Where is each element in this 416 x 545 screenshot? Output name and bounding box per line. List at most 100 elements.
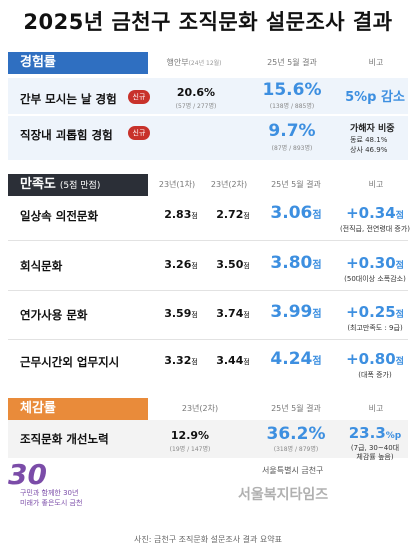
experience-now-value-2: 9.7% — [268, 121, 316, 141]
satisfaction-col-b: 23년(2차) — [210, 180, 248, 189]
perception-note-1: (7급, 30~40대 — [350, 444, 400, 452]
satisfaction-a-value-2: 3.26 — [164, 258, 192, 271]
satisfaction-diff-2: +0.30점 — [338, 254, 412, 272]
satisfaction-diff-1: +0.34점 — [338, 204, 412, 222]
satisfaction-diff-value-4: +0.80 — [346, 350, 396, 368]
perception-diff: 23.3%p — [338, 424, 412, 442]
satisfaction-now-unit-2: 점 — [312, 260, 322, 271]
photo-caption: 사진: 금천구 조직문화 설문조사 결과 요약표 — [134, 535, 282, 544]
satisfaction-diff-value-1: +0.34 — [346, 204, 396, 222]
experience-col-prev: 행안부(24년 12월) — [148, 57, 240, 68]
satisfaction-b-value-2: 3.50 — [216, 258, 244, 271]
satisfaction-tag-label: 만족도 — [20, 177, 56, 192]
satisfaction-now-3: 3.99점 — [256, 302, 336, 322]
perception-diff-value: 23.3 — [348, 424, 386, 442]
perception-col-now: 25년 5월 결과 — [271, 404, 321, 413]
perception-now-value: 36.2% — [266, 424, 326, 444]
satisfaction-now-unit-1: 점 — [312, 210, 322, 221]
experience-col-now: 25년 5월 결과 — [267, 58, 317, 67]
logo-line-1: 구민과 함께한 30년 — [20, 489, 79, 497]
satisfaction-note-1: (전직급, 전연령대 증가) — [339, 225, 411, 233]
perception-note-2: 체감률 높음) — [356, 453, 394, 461]
perception-col-note: 비고 — [368, 404, 384, 413]
satisfaction-a-value-3: 3.59 — [164, 307, 192, 320]
satisfaction-now-2: 3.80점 — [256, 253, 336, 273]
satisfaction-diff-value-2: +0.30 — [346, 254, 396, 272]
row-divider — [8, 240, 408, 241]
row-divider — [8, 290, 408, 291]
experience-diff-1: 5%p 감소 — [345, 90, 405, 105]
satisfaction-note-2: (50대이상 소폭감소) — [344, 275, 406, 283]
satisfaction-b-value-3: 3.74 — [216, 307, 244, 320]
satisfaction-now-4: 4.24점 — [256, 349, 336, 369]
satisfaction-a-2: 3.26점 — [158, 258, 204, 271]
satisfaction-now-unit-4: 점 — [312, 356, 322, 367]
new-badge-2: 신규 — [128, 126, 150, 140]
experience-row-label-2: 직장내 괴롭힘 경험 — [20, 128, 113, 142]
experience-now-note-1: (138명 / 885명) — [269, 103, 315, 110]
satisfaction-tag-sub: (5점 만점) — [59, 181, 101, 191]
page-title: 2025년 금천구 조직문화 설문조사 결과 — [23, 10, 393, 34]
experience-row-label-1: 간부 모시는 날 경험 — [20, 92, 117, 106]
satisfaction-b-3: 3.74점 — [210, 307, 256, 320]
satisfaction-b-4: 3.44점 — [210, 354, 256, 367]
satisfaction-now-1: 3.06점 — [256, 203, 336, 223]
anniversary-logo: 30 — [8, 458, 47, 491]
row-divider — [8, 339, 408, 340]
satisfaction-a-unit-4: 점 — [191, 358, 198, 366]
experience-col-note: 비고 — [368, 58, 384, 67]
watermark: 서울복지타임즈 — [238, 487, 329, 503]
satisfaction-now-value-3: 3.99 — [270, 302, 313, 322]
perpetrator-ratio-peer: 동료 48.1% — [350, 136, 388, 144]
satisfaction-diff-3: +0.25점 — [338, 303, 412, 321]
satisfaction-b-1: 2.72점 — [210, 208, 256, 221]
satisfaction-diff-unit-2: 점 — [395, 261, 404, 271]
perpetrator-ratio-boss: 상사 46.9% — [350, 146, 388, 154]
satisfaction-a-unit-3: 점 — [191, 311, 198, 319]
satisfaction-a-3: 3.59점 — [158, 307, 204, 320]
experience-col-prev-label: 행안부 — [166, 58, 189, 67]
satisfaction-a-value-4: 3.32 — [164, 354, 192, 367]
satisfaction-note-4: (대폭 증가) — [358, 371, 392, 379]
experience-prev-note-1: (57명 / 277명) — [175, 103, 217, 110]
satisfaction-now-value-1: 3.06 — [270, 203, 313, 223]
experience-prev-value-1: 20.6% — [176, 86, 216, 99]
satisfaction-a-4: 3.32점 — [158, 354, 204, 367]
experience-col-prev-sub: (24년 12월) — [188, 60, 222, 67]
satisfaction-diff-unit-4: 점 — [395, 357, 404, 367]
satisfaction-b-2: 3.50점 — [210, 258, 256, 271]
perception-row-bg — [8, 420, 408, 458]
satisfaction-diff-unit-1: 점 — [395, 211, 404, 221]
perception-prev-value: 12.9% — [170, 429, 210, 442]
new-badge-1: 신규 — [128, 90, 150, 104]
perception-diff-unit: %p — [385, 431, 402, 441]
perpetrator-ratio-title: 가해자 비중 — [350, 124, 395, 134]
satisfaction-b-unit-3: 점 — [243, 311, 250, 319]
experience-row-bg-1 — [8, 78, 408, 114]
perception-prev-note: (19명 / 147명) — [169, 446, 211, 453]
experience-section-tag: 경험률 — [8, 52, 148, 74]
satisfaction-row-label-2: 회식문화 — [20, 259, 63, 273]
satisfaction-b-unit-1: 점 — [243, 212, 250, 220]
satisfaction-b-unit-4: 점 — [243, 358, 250, 366]
satisfaction-b-unit-2: 점 — [243, 262, 250, 270]
perception-col-prev: 23년(2차) — [181, 404, 219, 413]
satisfaction-a-1: 2.83점 — [158, 208, 204, 221]
satisfaction-col-now: 25년 5월 결과 — [271, 180, 321, 189]
satisfaction-a-value-1: 2.83 — [164, 208, 192, 221]
logo-line-2: 미래가 좋은도시 금천 — [20, 499, 83, 507]
satisfaction-a-unit-2: 점 — [191, 262, 198, 270]
satisfaction-col-note: 비고 — [368, 180, 384, 189]
satisfaction-b-value-4: 3.44 — [216, 354, 244, 367]
experience-row-bg-2 — [8, 116, 408, 160]
district-label: 서울특별시 금천구 — [262, 466, 324, 475]
perception-now-note: (318명 / 879명) — [273, 446, 319, 453]
satisfaction-now-value-2: 3.80 — [270, 253, 313, 273]
perception-row-label-1: 조직문화 개선노력 — [20, 432, 109, 446]
satisfaction-section-tag: 만족도 (5점 만점) — [8, 174, 148, 196]
perception-section-tag: 체감률 — [8, 398, 148, 420]
experience-now-note-2: (87명 / 893명) — [271, 145, 313, 152]
satisfaction-now-value-4: 4.24 — [270, 349, 313, 369]
satisfaction-diff-unit-3: 점 — [395, 310, 404, 320]
satisfaction-a-unit-1: 점 — [191, 212, 198, 220]
